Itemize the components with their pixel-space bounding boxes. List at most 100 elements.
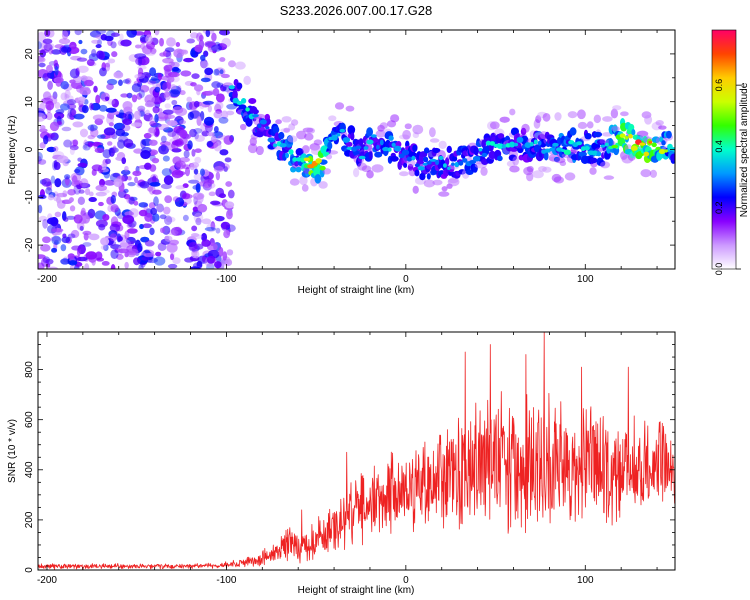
noise-speckle [86, 58, 95, 67]
ridge-core [273, 143, 278, 147]
ridge-blob [444, 157, 450, 166]
noise-speckle [138, 263, 144, 269]
ridge-core [331, 134, 338, 141]
noise-speckle [77, 157, 83, 162]
noise-speckle [52, 160, 58, 171]
noise-speckle [101, 261, 110, 266]
noise-speckle [65, 215, 76, 220]
noise-speckle [193, 100, 200, 108]
noise-speckle [95, 94, 101, 105]
noise-speckle [98, 223, 106, 231]
ridge-halo [438, 191, 450, 197]
noise-speckle [175, 41, 181, 48]
ridge-core [611, 144, 619, 149]
ridge-core [549, 147, 554, 152]
ridge-halo [644, 114, 653, 125]
noise-speckle [62, 233, 67, 239]
noise-speckle [139, 85, 150, 93]
noise-speckle [214, 215, 225, 222]
snr-x-axis-label: Height of straight line (km) [298, 585, 415, 596]
noise-speckle [165, 50, 172, 60]
noise-speckle [159, 52, 167, 57]
noise-speckle [112, 145, 117, 154]
noise-speckle [68, 197, 74, 203]
ridge-halo [255, 145, 264, 156]
ridge-halo [542, 112, 551, 122]
noise-speckle [61, 30, 69, 40]
noise-speckle [100, 245, 107, 250]
noise-speckle [203, 182, 212, 189]
ridge-halo [412, 124, 424, 135]
noise-speckle [56, 196, 61, 204]
noise-speckle [205, 90, 218, 95]
ridge-blob [578, 151, 587, 157]
noise-speckle [163, 91, 170, 98]
ridge-halo [429, 127, 436, 138]
noise-speckle [55, 109, 65, 114]
noise-speckle [160, 227, 165, 234]
noise-speckle [160, 143, 167, 152]
ridge-blob [307, 155, 314, 164]
noise-speckle [167, 71, 180, 78]
noise-speckle [81, 105, 89, 114]
ridge-core [323, 151, 330, 156]
noise-speckle [53, 146, 59, 152]
noise-speckle [127, 181, 136, 187]
noise-speckle [148, 127, 157, 134]
spectrogram-x-axis-label: Height of straight line (km) [298, 285, 415, 296]
noise-speckle [57, 155, 69, 164]
ridge-core [631, 145, 638, 151]
noise-speckle [126, 248, 139, 256]
noise-speckle [218, 246, 224, 257]
noise-speckle [103, 127, 116, 136]
ridge-halo [328, 115, 337, 122]
noise-speckle [108, 122, 114, 127]
ridge-blob [422, 156, 429, 163]
noise-speckle [54, 65, 59, 76]
noise-speckle [190, 49, 196, 57]
noise-speckle [42, 38, 53, 45]
spectrogram-y-axis-label: Frequency (Hz) [7, 116, 18, 185]
noise-speckle [79, 178, 89, 188]
ridge-blob [497, 133, 505, 139]
noise-speckle [80, 48, 88, 55]
noise-speckle [110, 41, 117, 49]
ridge-core [285, 152, 290, 159]
colorbar-tick-label: 0.6 [714, 79, 724, 92]
ridge-halo [593, 114, 602, 124]
ridge-blob [628, 123, 635, 131]
ridge-core [576, 141, 583, 146]
noise-speckle [121, 176, 128, 182]
noise-speckle [144, 94, 155, 105]
ridge-blob [414, 169, 420, 177]
noise-speckle [162, 225, 171, 235]
noise-speckle [58, 38, 71, 45]
noise-speckle [126, 30, 137, 38]
noise-speckle [159, 37, 164, 47]
noise-speckle [207, 132, 215, 137]
noise-speckle [96, 30, 107, 35]
noise-speckle [149, 227, 155, 236]
ridge-halo [379, 122, 388, 129]
noise-speckle [118, 109, 124, 120]
noise-speckle [194, 44, 203, 53]
noise-speckle [171, 139, 183, 146]
noise-speckle [92, 114, 105, 121]
ridge-core [391, 142, 396, 147]
noise-speckle [211, 81, 221, 89]
ridge-blob [278, 131, 285, 140]
noise-speckle [68, 260, 78, 266]
noise-speckle [84, 188, 91, 196]
noise-speckle [83, 98, 89, 105]
noise-speckle [162, 109, 174, 115]
noise-speckle [97, 39, 102, 46]
y-tick-label: 20 [24, 48, 35, 60]
noise-speckle [45, 187, 53, 195]
ridge-core [336, 133, 341, 137]
noise-speckle [153, 196, 159, 207]
noise-speckle [189, 266, 201, 269]
ridge-core [279, 143, 287, 148]
noise-speckle [149, 67, 157, 77]
noise-speckle [109, 233, 118, 242]
